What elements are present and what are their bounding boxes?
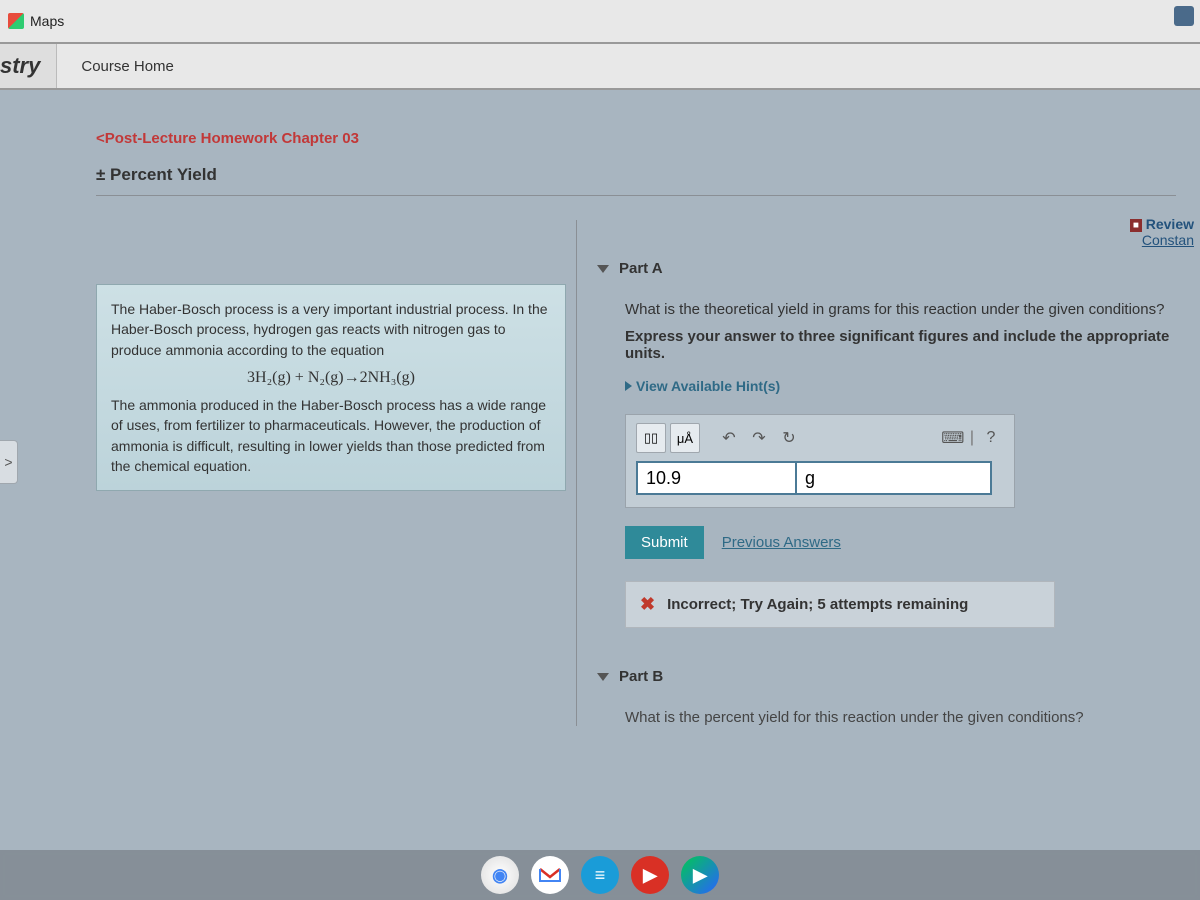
caret-right-icon (625, 381, 632, 391)
chemical-equation: 3H₂(g) + N₂(g)→2NH₃(g) (111, 366, 551, 389)
answer-column: ■ Review Constan Part A What is the theo… (576, 220, 1186, 726)
part-b-label: Part B (619, 668, 663, 685)
problem-column: The Haber-Bosch process is a very import… (96, 220, 576, 726)
bookmark-maps[interactable]: Maps (8, 13, 64, 29)
part-a-body: What is the theoretical yield in grams f… (597, 301, 1186, 628)
maps-icon (8, 13, 24, 29)
gmail-icon[interactable] (531, 856, 569, 894)
help-button[interactable]: ? (978, 425, 1004, 451)
review-link[interactable]: ■ Review (1130, 216, 1194, 232)
part-a-question: What is the theoretical yield in grams f… (625, 301, 1186, 318)
submit-button[interactable]: Submit (625, 526, 704, 559)
browser-bookmarks-bar: Maps (0, 0, 1200, 44)
course-tag[interactable]: stry (0, 44, 57, 88)
problem-statement: The Haber-Bosch process is a very import… (96, 284, 566, 491)
feedback-text: Incorrect; Try Again; 5 attempts remaini… (667, 596, 968, 613)
constants-link[interactable]: Constan (1130, 232, 1194, 248)
course-home-link[interactable]: Course Home (57, 58, 174, 75)
windows-taskbar[interactable]: ◉ ≡ ▶ ▶ (0, 850, 1200, 900)
sidebar-expand-handle[interactable]: > (0, 440, 18, 484)
problem-paragraph-2: The ammonia produced in the Haber-Bosch … (111, 395, 551, 476)
part-a-header[interactable]: Part A (597, 260, 1186, 277)
flag-icon: ■ (1130, 219, 1142, 232)
answer-panel: ▯▯ μÅ ↶ ↷ ↻ ⌨ | ? (625, 414, 1015, 508)
redo-button[interactable]: ↷ (746, 425, 772, 451)
incorrect-icon: ✖ (640, 594, 655, 615)
assignment-title: ± Percent Yield (96, 165, 1176, 196)
chrome-icon[interactable]: ◉ (481, 856, 519, 894)
part-b-question: What is the percent yield for this react… (597, 709, 1186, 726)
word-icon[interactable]: ≡ (581, 856, 619, 894)
answer-unit-input[interactable] (796, 461, 992, 495)
previous-answers-link[interactable]: Previous Answers (722, 534, 841, 551)
app-icon[interactable]: ▶ (681, 856, 719, 894)
undo-button[interactable]: ↶ (716, 425, 742, 451)
feedback-box: ✖ Incorrect; Try Again; 5 attempts remai… (625, 581, 1055, 628)
chevron-right-icon: > (4, 454, 12, 470)
extension-icon[interactable] (1174, 6, 1194, 26)
answer-toolbar: ▯▯ μÅ ↶ ↷ ↻ ⌨ | ? (626, 415, 1014, 461)
answer-value-input[interactable] (636, 461, 796, 495)
bookmark-label: Maps (30, 13, 64, 29)
caret-down-icon (597, 673, 609, 681)
view-hints-link[interactable]: View Available Hint(s) (625, 378, 1186, 394)
breadcrumb-link[interactable]: <Post-Lecture Homework Chapter 03 (96, 130, 1200, 147)
part-b-header[interactable]: Part B (597, 668, 1186, 685)
problem-paragraph-1: The Haber-Bosch process is a very import… (111, 299, 551, 360)
templates-button[interactable]: ▯▯ (636, 423, 666, 453)
part-a-label: Part A (619, 260, 663, 277)
course-nav-bar: stry Course Home (0, 44, 1200, 90)
part-a-instruction: Express your answer to three significant… (625, 328, 1186, 362)
content-area: <Post-Lecture Homework Chapter 03 ± Perc… (0, 90, 1200, 726)
top-links: ■ Review Constan (1130, 216, 1194, 248)
caret-down-icon (597, 265, 609, 273)
reset-button[interactable]: ↻ (776, 425, 802, 451)
youtube-icon[interactable]: ▶ (631, 856, 669, 894)
symbols-button[interactable]: μÅ (670, 423, 700, 453)
keyboard-button[interactable]: ⌨ (940, 425, 966, 451)
